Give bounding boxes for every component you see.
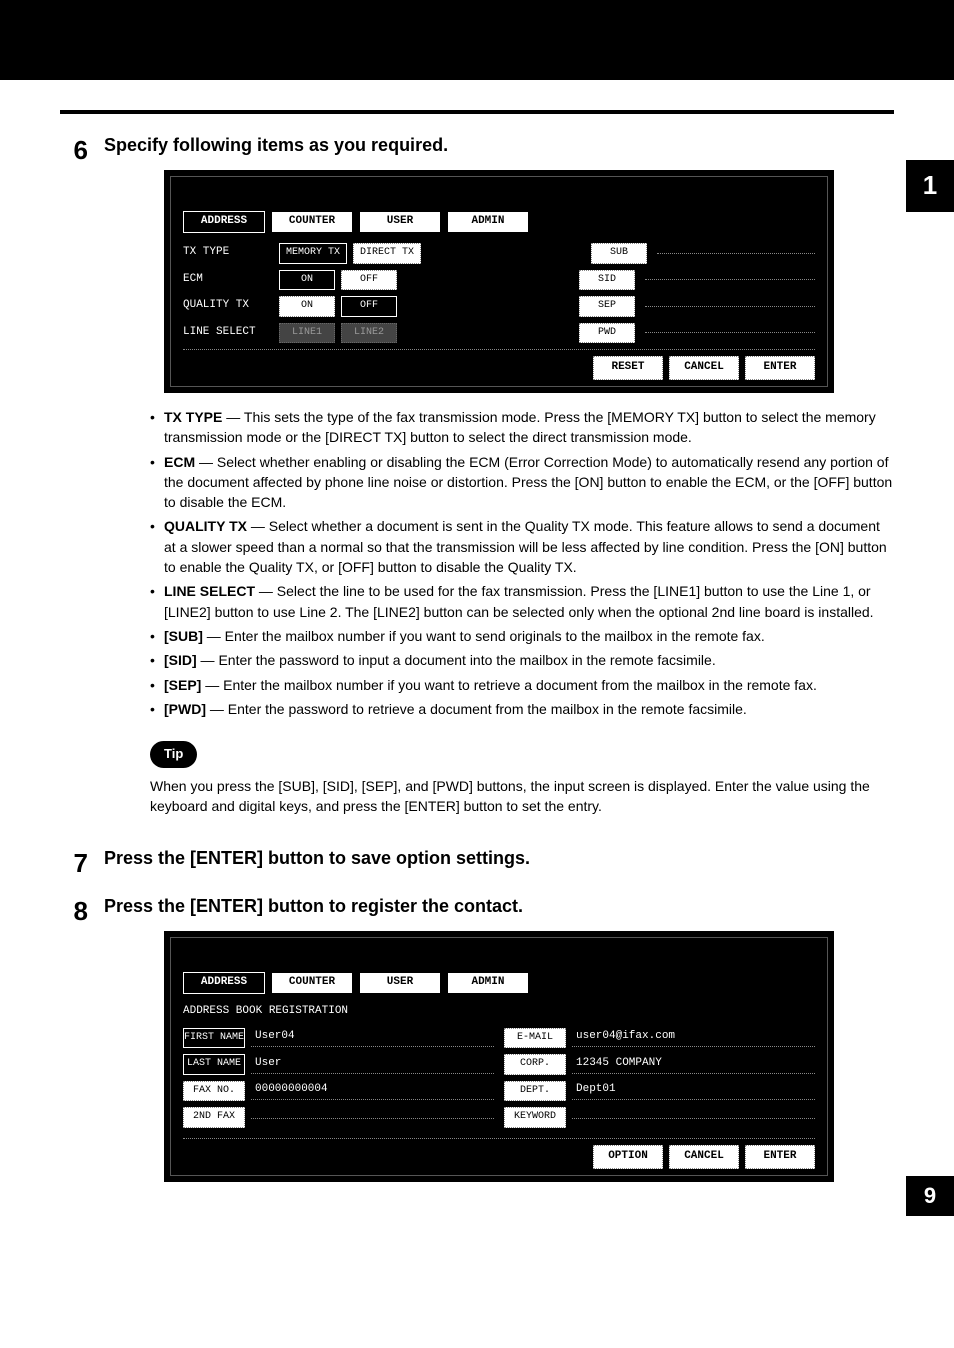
lcd-screen-options: ADDRESS COUNTER USER ADMIN TX TYPE MEMOR… <box>164 170 834 393</box>
fax-no-button[interactable]: FAX NO. <box>183 1081 245 1102</box>
dept-value: Dept01 <box>572 1081 815 1100</box>
enter-button[interactable]: ENTER <box>745 1145 815 1169</box>
option-button[interactable]: OPTION <box>593 1145 663 1169</box>
step-title: Press the [ENTER] button to save option … <box>104 845 894 871</box>
step-number: 6 <box>60 132 88 835</box>
bullet-item: [PWD] — Enter the password to retrieve a… <box>150 699 894 719</box>
bullet-item: [SUB] — Enter the mailbox number if you … <box>150 626 894 646</box>
line1-button[interactable]: LINE1 <box>279 323 335 344</box>
last-name-value: User <box>251 1055 494 1074</box>
page-header-banner <box>0 0 954 80</box>
bullet-item: [SEP] — Enter the mailbox number if you … <box>150 675 894 695</box>
bullet-item: ECM — Select whether enabling or disabli… <box>150 452 894 513</box>
option-label: QUALITY TX <box>183 298 273 314</box>
quality-off-button[interactable]: OFF <box>341 296 397 317</box>
fax-no-value: 00000000004 <box>251 1081 494 1100</box>
line2-button[interactable]: LINE2 <box>341 323 397 344</box>
quality-on-button[interactable]: ON <box>279 296 335 317</box>
step-number: 8 <box>60 893 88 1196</box>
enter-button[interactable]: ENTER <box>745 356 815 380</box>
bullet-item: LINE SELECT — Select the line to be used… <box>150 581 894 622</box>
ecm-off-button[interactable]: OFF <box>341 270 397 291</box>
tab-counter[interactable]: COUNTER <box>271 211 353 233</box>
keyword-button[interactable]: KEYWORD <box>504 1107 566 1128</box>
first-name-value: User04 <box>251 1028 494 1047</box>
step-number: 7 <box>60 845 88 883</box>
section-rule <box>60 110 894 114</box>
cancel-button[interactable]: CANCEL <box>669 1145 739 1169</box>
lcd-screen-registration: ADDRESS COUNTER USER ADMIN ADDRESS BOOK … <box>164 931 834 1182</box>
page-number: 9 <box>906 1176 954 1216</box>
memory-tx-button[interactable]: MEMORY TX <box>279 243 347 264</box>
bullet-item: [SID] — Enter the password to input a do… <box>150 650 894 670</box>
second-fax-button[interactable]: 2ND FAX <box>183 1107 245 1128</box>
corp-value: 12345 COMPANY <box>572 1055 815 1074</box>
last-name-button[interactable]: LAST NAME <box>183 1054 245 1075</box>
option-label: LINE SELECT <box>183 325 273 341</box>
tab-user[interactable]: USER <box>359 211 441 233</box>
tab-user[interactable]: USER <box>359 972 441 994</box>
ecm-on-button[interactable]: ON <box>279 270 335 291</box>
option-label: ECM <box>183 272 273 288</box>
dept-button[interactable]: DEPT. <box>504 1081 566 1102</box>
step-title: Specify following items as you required. <box>104 132 894 158</box>
tab-admin[interactable]: ADMIN <box>447 211 529 233</box>
email-value: user04@ifax.com <box>572 1028 815 1047</box>
reset-button[interactable]: RESET <box>593 356 663 380</box>
tab-address[interactable]: ADDRESS <box>183 972 265 994</box>
option-label: TX TYPE <box>183 245 273 261</box>
keyword-value <box>572 1116 815 1119</box>
tab-counter[interactable]: COUNTER <box>271 972 353 994</box>
cancel-button[interactable]: CANCEL <box>669 356 739 380</box>
step-title: Press the [ENTER] button to register the… <box>104 893 894 919</box>
screen-heading: ADDRESS BOOK REGISTRATION <box>183 1004 815 1020</box>
bullet-item: QUALITY TX — Select whether a document i… <box>150 516 894 577</box>
sub-button[interactable]: SUB <box>591 243 647 264</box>
sid-button[interactable]: SID <box>579 270 635 291</box>
pwd-button[interactable]: PWD <box>579 323 635 344</box>
email-button[interactable]: E-MAIL <box>504 1028 566 1049</box>
bullet-item: TX TYPE — This sets the type of the fax … <box>150 407 894 448</box>
tab-address[interactable]: ADDRESS <box>183 211 265 233</box>
tip-badge: Tip <box>150 741 197 768</box>
tip-text: When you press the [SUB], [SID], [SEP], … <box>150 776 894 817</box>
sep-button[interactable]: SEP <box>579 296 635 317</box>
direct-tx-button[interactable]: DIRECT TX <box>353 243 421 264</box>
first-name-button[interactable]: FIRST NAME <box>183 1028 245 1049</box>
chapter-tab: 1 <box>906 160 954 212</box>
tab-admin[interactable]: ADMIN <box>447 972 529 994</box>
corp-button[interactable]: CORP. <box>504 1054 566 1075</box>
second-fax-value <box>251 1116 494 1119</box>
